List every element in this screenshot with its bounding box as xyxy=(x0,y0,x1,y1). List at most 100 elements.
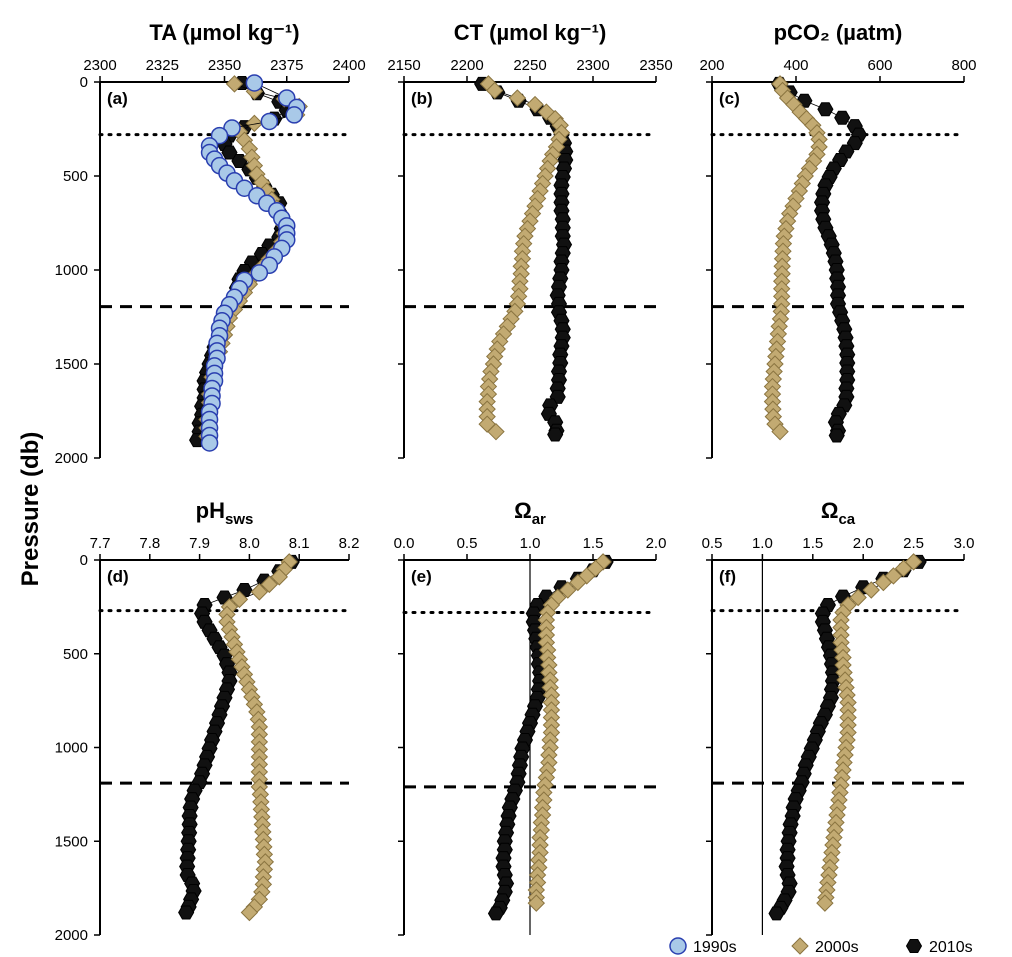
series-2010s xyxy=(768,554,927,921)
x-tick-label: 2.5 xyxy=(903,535,924,552)
legend-item-2010s: 2010s xyxy=(905,939,973,956)
y-tick-label: 2000 xyxy=(55,927,88,944)
x-tick-label: 7.7 xyxy=(90,535,111,552)
panel-title: TA (µmol kg⁻¹) xyxy=(149,20,299,45)
legend-marker xyxy=(669,937,687,955)
x-tick-label: 7.9 xyxy=(189,535,210,552)
y-tick-label: 1500 xyxy=(55,356,88,373)
legend-marker xyxy=(905,939,923,953)
panel-title: pCO₂ (µatm) xyxy=(774,20,903,45)
y-tick-label: 2000 xyxy=(55,450,88,467)
data-point xyxy=(285,106,303,124)
data-point xyxy=(508,89,527,107)
legend-label: 1990s xyxy=(693,939,737,956)
panel-label: (d) xyxy=(107,567,129,586)
panel-a: 2300 2325 2350 2375 2400 0 500 1000 1500 2000 TA (… xyxy=(55,20,366,467)
x-tick-label: 8.2 xyxy=(339,535,360,552)
x-tick-label: 600 xyxy=(867,57,892,74)
x-tick-label: 8.0 xyxy=(239,535,260,552)
x-tick-label: 1.5 xyxy=(583,535,604,552)
x-tick-label: 1.0 xyxy=(752,535,773,552)
data-point xyxy=(487,906,505,921)
data-point xyxy=(260,112,279,131)
legend: 1990s 2000s 2010s xyxy=(669,937,973,956)
data-point xyxy=(487,422,505,441)
series-2000s xyxy=(763,75,828,441)
y-axis-label: Pressure (db) xyxy=(17,432,44,587)
y-tick-label: 0 xyxy=(80,74,88,91)
data-point xyxy=(828,428,845,443)
data-point xyxy=(270,568,288,586)
data-point xyxy=(569,573,587,592)
panel-label: (b) xyxy=(411,89,433,108)
x-tick-label: 0.5 xyxy=(457,535,478,552)
x-tick-label: 1.0 xyxy=(520,535,541,552)
y-tick-label: 500 xyxy=(63,168,88,185)
data-point xyxy=(200,434,219,452)
legend-item-2000s: 2000s xyxy=(791,937,859,956)
x-tick-label: 2.0 xyxy=(646,535,667,552)
data-point xyxy=(817,102,834,117)
panel-e: 0.0 0.5 1.0 1.5 2.0 Ωar (e) xyxy=(394,498,667,936)
x-tick-label: 2325 xyxy=(146,57,179,74)
data-point xyxy=(225,75,244,93)
data-point xyxy=(862,581,880,599)
legend-label: 2010s xyxy=(929,939,973,956)
x-tick-label: 2350 xyxy=(639,57,672,74)
x-tick-label: 2375 xyxy=(270,57,303,74)
x-tick-label: 2300 xyxy=(83,57,116,74)
panel-label: (a) xyxy=(107,89,128,108)
data-point xyxy=(849,588,867,607)
panel-label: (c) xyxy=(719,89,740,108)
panel-title: pHsws xyxy=(196,498,254,528)
data-point xyxy=(178,905,195,920)
panel-title: Ωar xyxy=(514,498,546,528)
series-2000s xyxy=(218,553,298,922)
panel-title: Ωca xyxy=(821,498,856,528)
x-tick-label: 8.1 xyxy=(289,535,310,552)
legend-label: 2000s xyxy=(815,939,859,956)
data-point xyxy=(816,894,834,912)
data-point xyxy=(768,906,785,921)
data-point xyxy=(834,110,851,125)
legend-item-1990s: 1990s xyxy=(669,937,737,956)
x-tick-label: 2350 xyxy=(208,57,241,74)
x-tick-label: 2300 xyxy=(576,57,609,74)
y-tick-label: 0 xyxy=(80,552,88,569)
x-tick-label: 400 xyxy=(783,57,808,74)
data-point xyxy=(486,81,504,100)
panel-c: 200 400 600 800 pCO₂ (µatm) (c) xyxy=(699,20,977,459)
y-tick-label: 500 xyxy=(63,646,88,663)
panel-d: 7.7 7.8 7.9 8.0 8.1 8.2 0 500 1000 1500 2000 pHsws (… xyxy=(55,498,360,944)
data-point xyxy=(527,894,546,912)
data-point xyxy=(894,559,913,578)
y-tick-label: 1000 xyxy=(55,262,88,279)
x-tick-label: 200 xyxy=(699,57,724,74)
x-tick-label: 2.0 xyxy=(853,535,874,552)
series-1990s xyxy=(200,74,306,452)
y-tick-label: 1000 xyxy=(55,740,88,757)
x-tick-label: 3.0 xyxy=(954,535,975,552)
data-point xyxy=(240,903,259,922)
x-tick-label: 2200 xyxy=(450,57,483,74)
panel-b: 2150 2200 2250 2300 2350 CT (µmol kg⁻¹) (b) xyxy=(387,20,673,459)
data-point xyxy=(874,573,893,592)
data-point xyxy=(559,581,577,599)
x-tick-label: 7.8 xyxy=(139,535,160,552)
panel-f: 0.5 1.0 1.5 2.0 2.5 3.0 Ωca (f) xyxy=(702,498,975,936)
data-point xyxy=(250,583,269,601)
data-point xyxy=(245,74,264,92)
x-tick-label: 800 xyxy=(951,57,976,74)
x-tick-label: 2150 xyxy=(387,57,420,74)
data-point xyxy=(250,264,269,282)
series-2000s xyxy=(816,553,923,912)
legend-marker xyxy=(791,937,809,955)
data-point xyxy=(547,427,564,442)
data-point xyxy=(526,95,544,114)
panel-label: (f) xyxy=(719,567,736,586)
series-2000s xyxy=(478,75,571,441)
panel-label: (e) xyxy=(411,567,432,586)
x-tick-label: 0.0 xyxy=(394,535,415,552)
x-tick-label: 2400 xyxy=(332,57,365,74)
